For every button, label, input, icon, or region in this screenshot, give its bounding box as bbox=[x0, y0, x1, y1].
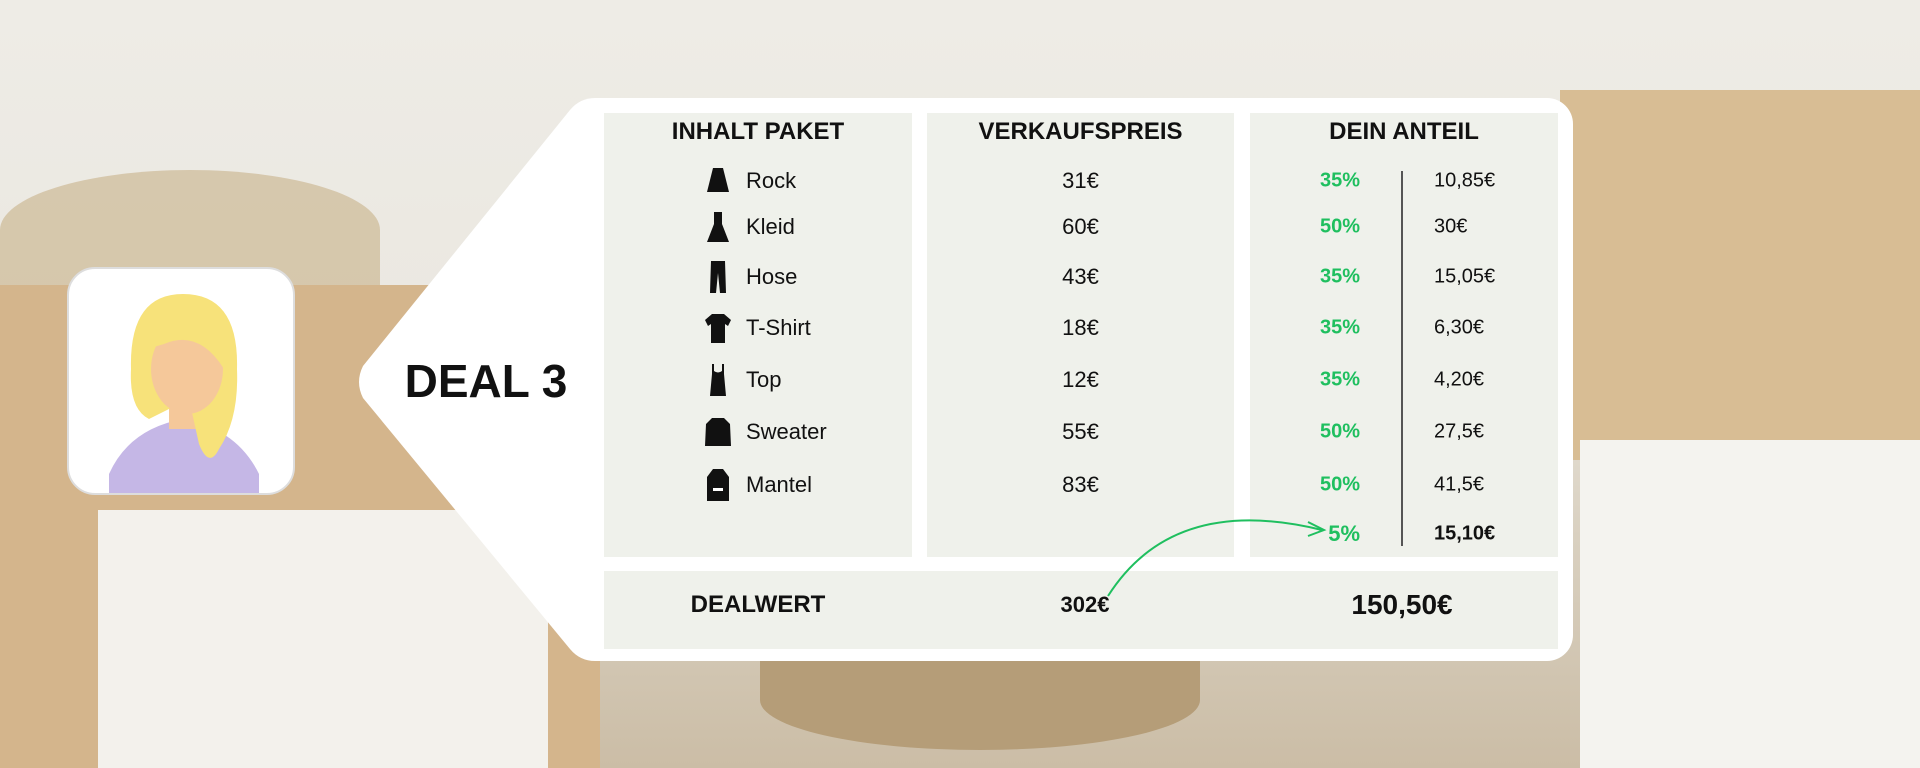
background-bowl bbox=[760, 650, 1200, 750]
item-percent: 50% bbox=[1319, 473, 1360, 496]
tshirt-icon bbox=[705, 314, 731, 343]
item-mantel: Mantel bbox=[704, 468, 812, 502]
avatar bbox=[67, 267, 295, 495]
item-name: Top bbox=[746, 367, 782, 392]
bonus-percent: 5% bbox=[1328, 521, 1360, 546]
tank-top-icon bbox=[710, 364, 726, 396]
item-price: 60€ bbox=[1062, 214, 1099, 239]
dress-icon bbox=[707, 212, 729, 242]
coat-icon bbox=[707, 469, 729, 501]
price-column bbox=[927, 113, 1234, 557]
item-rock: Rock bbox=[704, 164, 796, 198]
item-share: 30€ bbox=[1434, 215, 1468, 238]
item-t-shirt: T-Shirt bbox=[704, 311, 811, 345]
header-share: DEIN ANTEIL bbox=[1329, 118, 1479, 145]
header-contents: INHALT PAKET bbox=[671, 118, 845, 145]
item-name: Sweater bbox=[746, 419, 827, 444]
item-percent: 50% bbox=[1319, 420, 1360, 443]
deal-value-label: DEALWERT bbox=[690, 591, 826, 618]
item-price: 55€ bbox=[1062, 419, 1099, 444]
item-share: 6,30€ bbox=[1434, 316, 1485, 339]
avatar-woman-icon bbox=[109, 294, 259, 493]
skirt-icon bbox=[707, 168, 729, 192]
item-price: 31€ bbox=[1062, 168, 1099, 193]
item-share: 15,05€ bbox=[1434, 265, 1496, 288]
deal-value-share: 150,50€ bbox=[1351, 589, 1453, 620]
item-percent: 35% bbox=[1319, 368, 1360, 391]
item-name: Mantel bbox=[746, 472, 813, 497]
item-share: 10,85€ bbox=[1434, 169, 1496, 192]
item-top: Top bbox=[704, 363, 781, 397]
deal-title: DEAL 3 bbox=[404, 355, 568, 407]
item-percent: 50% bbox=[1319, 215, 1360, 238]
item-share: 27,5€ bbox=[1434, 420, 1485, 443]
share-column bbox=[1250, 113, 1558, 557]
header-price: VERKAUFSPREIS bbox=[978, 118, 1183, 145]
item-sweater: Sweater bbox=[704, 415, 827, 449]
item-name: Rock bbox=[746, 168, 797, 193]
background-sign-keep bbox=[98, 510, 548, 768]
item-share: 4,20€ bbox=[1434, 368, 1485, 391]
item-name: Hose bbox=[746, 264, 798, 289]
item-share: 41,5€ bbox=[1434, 473, 1485, 496]
deal-value-row bbox=[604, 571, 1558, 649]
item-percent: 35% bbox=[1319, 316, 1360, 339]
item-price: 43€ bbox=[1062, 264, 1099, 289]
contents-column bbox=[604, 113, 912, 557]
item-price: 12€ bbox=[1062, 367, 1099, 392]
background-sign-trash bbox=[1580, 440, 1920, 768]
deal-value-price: 302€ bbox=[1060, 592, 1110, 617]
sweater-icon bbox=[705, 418, 731, 446]
item-kleid: Kleid bbox=[704, 210, 795, 244]
item-hose: Hose bbox=[704, 260, 797, 294]
item-percent: 35% bbox=[1319, 265, 1360, 288]
item-price: 18€ bbox=[1062, 315, 1099, 340]
callout-pointer bbox=[359, 98, 655, 661]
item-name: Kleid bbox=[746, 214, 795, 239]
bonus-share: 15,10€ bbox=[1434, 522, 1496, 545]
item-name: T-Shirt bbox=[746, 315, 811, 340]
share-divider bbox=[1401, 171, 1403, 546]
trousers-icon bbox=[710, 261, 726, 293]
item-price: 83€ bbox=[1062, 472, 1099, 497]
item-percent: 35% bbox=[1319, 169, 1360, 192]
background-box-right bbox=[1560, 90, 1920, 460]
